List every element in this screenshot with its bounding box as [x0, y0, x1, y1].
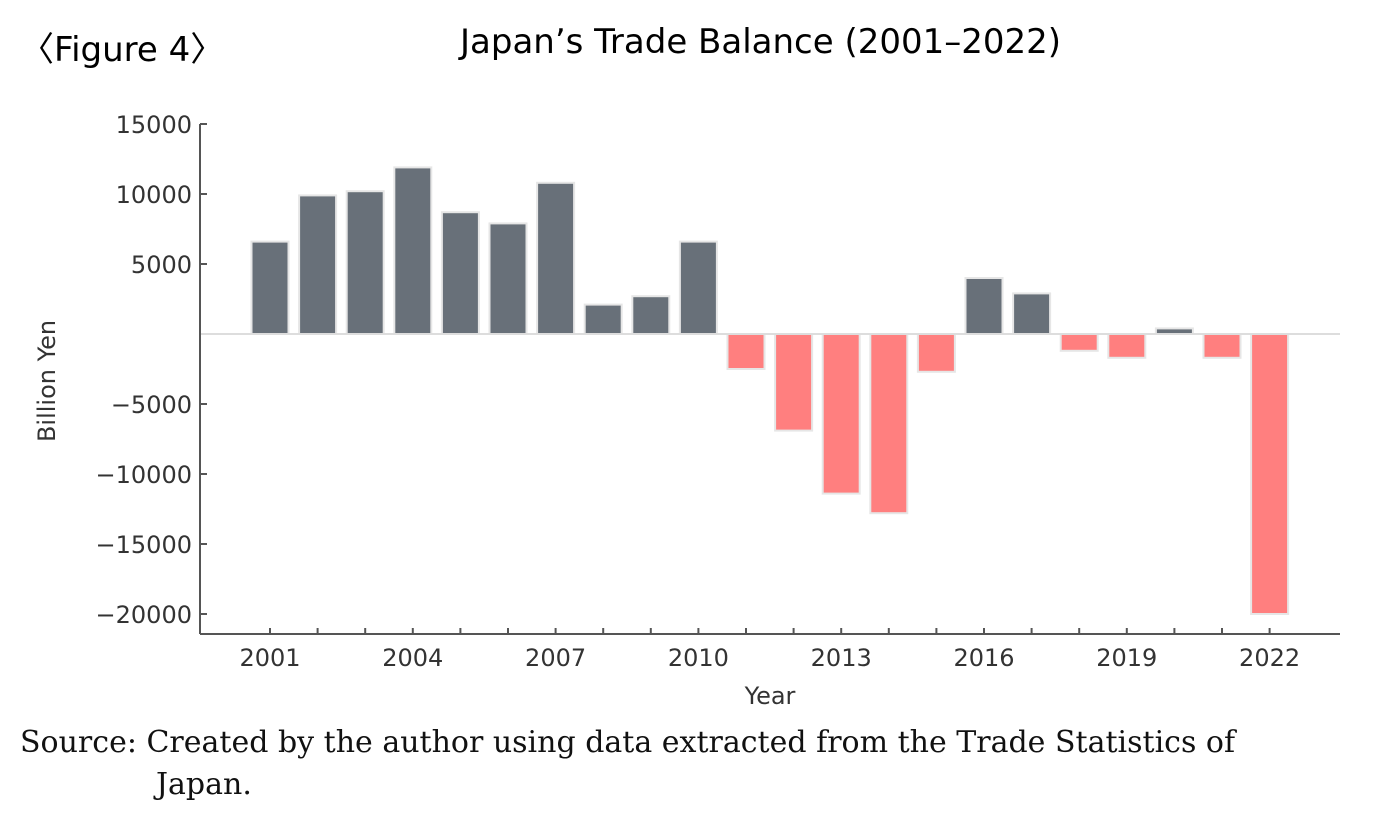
- y-tick-label: 10000: [116, 181, 192, 209]
- x-tick-label: 2022: [1239, 644, 1300, 672]
- x-tick-label: 2010: [668, 644, 729, 672]
- figure-label: 〈Figure 4〉: [20, 30, 225, 70]
- source-line-1: Source: Created by the author using data…: [20, 725, 1236, 760]
- x-ticks: 2001 2004 2007 2010 2013 2016 2019 2022: [239, 628, 1300, 672]
- bar-2013: [821, 333, 861, 495]
- y-tick-label: 15000: [116, 111, 192, 139]
- y-axis-label: Billion Yen: [33, 320, 61, 442]
- bar-2004: [393, 166, 433, 335]
- bar-2015: [916, 333, 956, 373]
- y-tick-label: −20000: [96, 601, 192, 629]
- source-line-2: Japan.: [156, 767, 252, 802]
- trade-balance-chart: 15000 10000 5000 −5000 −10000 −15000 −20000 20…: [33, 111, 1340, 710]
- bar-2008: [583, 303, 623, 336]
- bar-2006: [488, 222, 528, 335]
- x-tick-label: 2007: [525, 644, 586, 672]
- bar-2003: [345, 190, 385, 335]
- y-tick-label: 5000: [131, 251, 192, 279]
- y-tick-label: −5000: [111, 391, 192, 419]
- bar-2021: [1202, 333, 1242, 359]
- bar-2011: [726, 333, 766, 370]
- x-tick-label: 2016: [953, 644, 1014, 672]
- x-tick-label: 2019: [1096, 644, 1157, 672]
- bars-group: [250, 166, 1290, 615]
- chart-title: Japan’s Trade Balance (2001–2022): [460, 22, 1062, 62]
- x-tick-label: 2013: [811, 644, 872, 672]
- bar-2001: [250, 240, 290, 336]
- bar-2007: [536, 181, 576, 335]
- bar-2005: [440, 211, 480, 335]
- y-tick-label: −10000: [96, 461, 192, 489]
- y-ticks: 15000 10000 5000 −5000 −10000 −15000 −20000: [96, 111, 207, 629]
- bar-2010: [678, 240, 718, 336]
- bar-2017: [1012, 292, 1052, 335]
- bar-2012: [774, 333, 814, 432]
- bar-2019: [1107, 333, 1147, 359]
- bar-2014: [869, 333, 909, 515]
- source-note: Source: Created by the author using data…: [20, 722, 1360, 806]
- x-axis-label: Year: [744, 682, 796, 710]
- bar-2016: [964, 277, 1004, 335]
- bar-2009: [631, 295, 671, 336]
- bar-2022: [1250, 333, 1290, 615]
- x-tick-label: 2004: [382, 644, 443, 672]
- bar-2002: [298, 194, 338, 335]
- x-tick-label: 2001: [239, 644, 300, 672]
- bar-2018: [1059, 333, 1099, 352]
- y-tick-label: −15000: [96, 531, 192, 559]
